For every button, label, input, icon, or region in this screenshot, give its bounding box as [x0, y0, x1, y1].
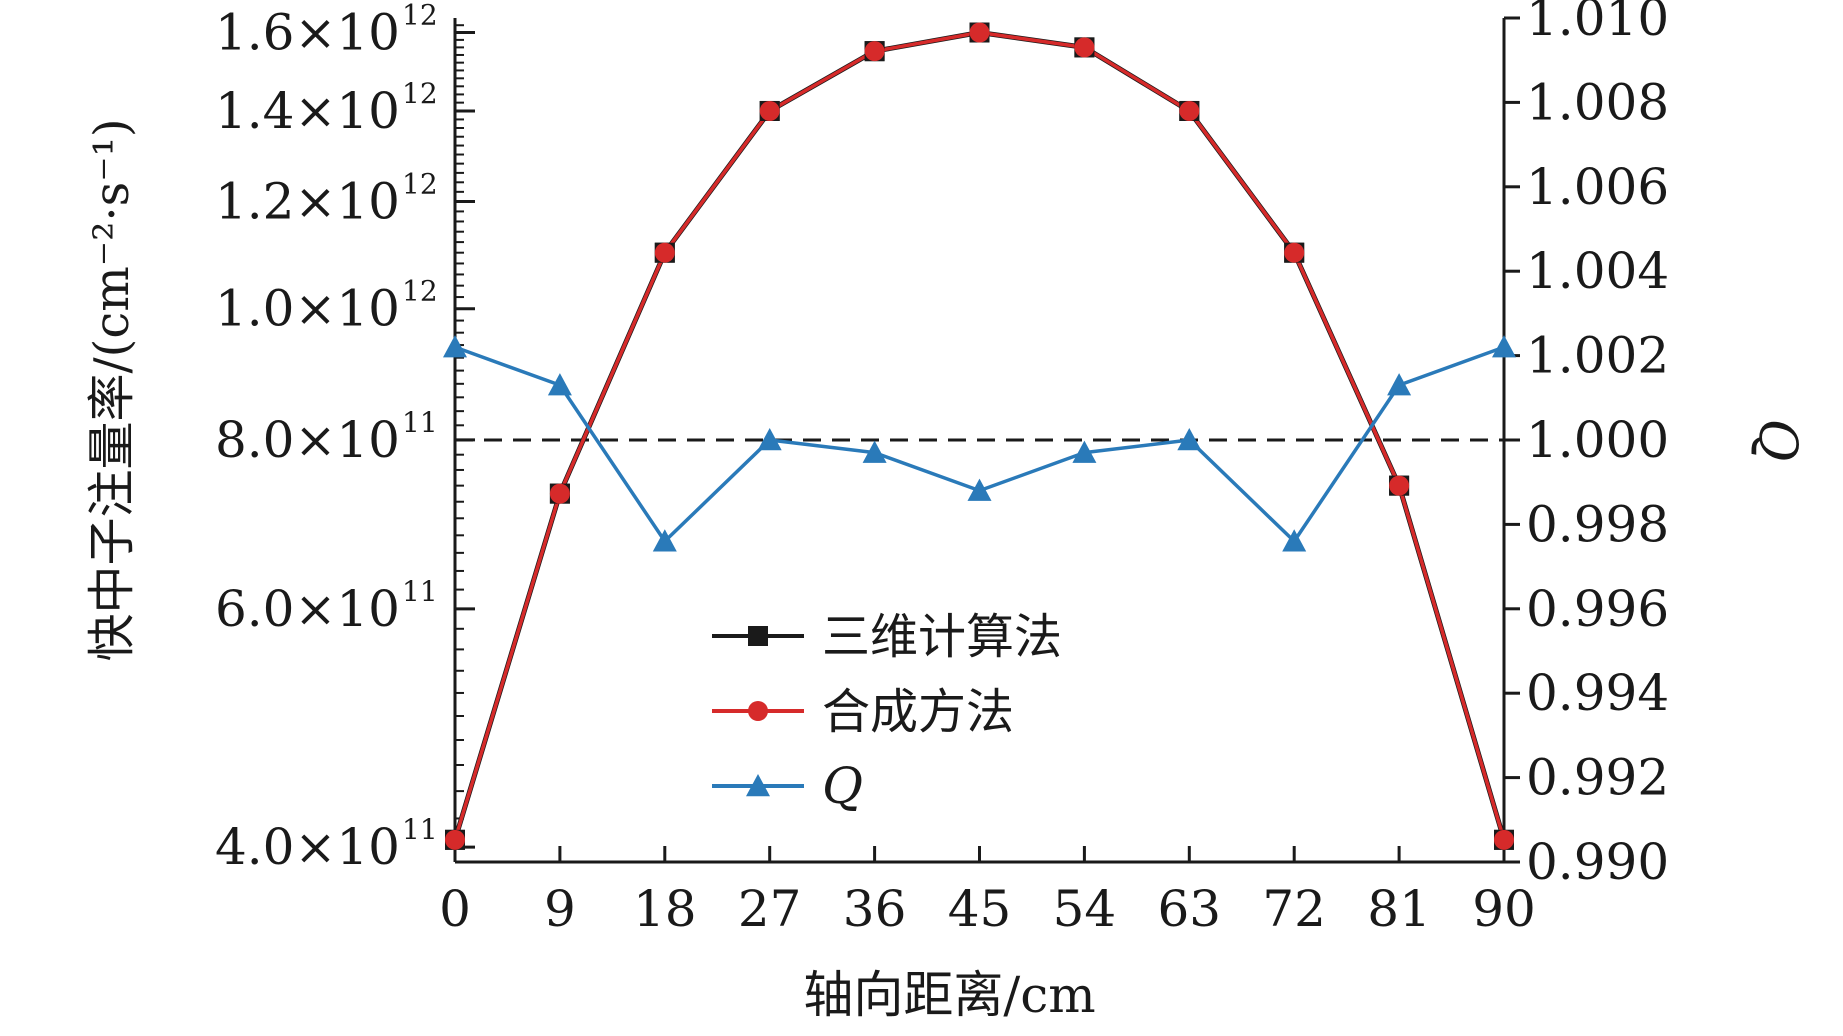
- right-tick-label: 1.002: [1526, 327, 1669, 385]
- point-q: [1072, 440, 1097, 463]
- left-y-ticks: 4.0×10 116.0×10 118.0×10 111.0×10 121.2×10 12…: [215, 0, 475, 876]
- left-tick-exponent: 12: [402, 0, 438, 32]
- legend: 三维计算法 合成方法 Q: [712, 609, 1062, 815]
- x-tick-label: 45: [948, 880, 1012, 938]
- right-tick-label: 0.998: [1526, 495, 1669, 553]
- right-y-ticks: 0.990 0.992 0.994 0.996 0.998 1.000 1.002 1.004…: [1504, 0, 1669, 891]
- point-hecheng: [1179, 100, 1200, 121]
- legend-marker-triangle: [746, 774, 770, 797]
- left-tick-label: 1.4×10: [215, 82, 400, 140]
- point-hecheng: [1284, 242, 1305, 263]
- right-tick-label: 1.006: [1526, 158, 1669, 216]
- legend-marker-shape: [748, 701, 768, 721]
- legend-label-sanwei: 三维计算法: [822, 609, 1062, 665]
- series-q: [443, 335, 1516, 552]
- series-hecheng: [445, 22, 1514, 850]
- x-tick-label: 63: [1157, 880, 1221, 938]
- point-q: [443, 335, 467, 358]
- left-tick-exponent: 11: [402, 575, 438, 608]
- legend-marker-square: [748, 626, 768, 646]
- right-tick-label: 1.008: [1526, 73, 1669, 131]
- left-tick-exponent: 11: [402, 813, 438, 846]
- x-tick-label: 90: [1472, 880, 1536, 938]
- point-hecheng: [1074, 37, 1095, 58]
- right-tick-label: 0.996: [1526, 580, 1669, 638]
- legend-marker-shape: [746, 774, 770, 797]
- legend-marker-circle: [748, 701, 768, 721]
- point-q: [1387, 373, 1412, 396]
- x-tick-label: 27: [738, 880, 802, 938]
- point-q: [652, 529, 677, 552]
- series-layer: [443, 22, 1516, 850]
- left-tick-label: 1.2×10: [215, 173, 400, 231]
- point-hecheng: [1494, 829, 1514, 850]
- x-tick-label: 72: [1262, 880, 1326, 938]
- point-q: [757, 428, 782, 451]
- left-tick-exponent: 11: [402, 406, 438, 439]
- left-tick-exponent: 12: [402, 275, 438, 308]
- legend-marker-shape: [748, 626, 768, 646]
- legend-item-sanwei: 三维计算法: [712, 609, 1062, 665]
- legend-item-q: Q: [712, 757, 863, 815]
- point-hecheng: [654, 242, 675, 263]
- right-tick-label: 0.990: [1526, 833, 1669, 891]
- point-q: [1177, 428, 1202, 451]
- x-tick-label: 54: [1053, 880, 1117, 938]
- right-tick-label: 1.004: [1526, 242, 1669, 300]
- point-hecheng: [864, 41, 885, 62]
- left-tick-label: 1.0×10: [215, 280, 400, 338]
- point-q: [967, 478, 992, 501]
- point-hecheng: [445, 829, 465, 850]
- legend-label-q: Q: [822, 757, 863, 815]
- left-tick-exponent: 12: [402, 77, 438, 110]
- left-tick-label: 1.6×10: [215, 4, 400, 62]
- right-tick-label: 1.010: [1526, 0, 1669, 47]
- point-hecheng: [759, 100, 780, 121]
- x-tick-label: 36: [843, 880, 907, 938]
- left-tick-label: 6.0×10: [215, 580, 400, 638]
- right-tick-label: 1.000: [1526, 411, 1669, 469]
- point-hecheng: [549, 483, 570, 504]
- x-tick-label: 9: [544, 880, 576, 938]
- right-tick-label: 0.992: [1526, 749, 1669, 807]
- legend-item-hecheng: 合成方法: [712, 684, 1014, 740]
- left-tick-label: 8.0×10: [215, 411, 400, 469]
- point-q: [862, 440, 887, 463]
- point-q: [1492, 335, 1516, 358]
- right-tick-label: 0.994: [1526, 664, 1669, 722]
- left-tick-label: 4.0×10: [215, 818, 400, 876]
- left-y-axis-label: 快中子注量率/(cm⁻²·s⁻¹): [84, 118, 140, 661]
- point-q: [1282, 529, 1307, 552]
- point-q: [547, 373, 572, 396]
- point-hecheng: [969, 22, 990, 43]
- legend-label-hecheng: 合成方法: [822, 684, 1014, 740]
- x-tick-label: 18: [633, 880, 697, 938]
- left-tick-exponent: 12: [402, 168, 438, 201]
- point-hecheng: [1389, 475, 1410, 496]
- x-tick-label: 0: [439, 880, 471, 938]
- x-axis-label: 轴向距离/cm: [803, 966, 1095, 1024]
- right-y-axis-label: Q: [1747, 419, 1807, 462]
- x-tick-label: 81: [1367, 880, 1431, 938]
- x-ticks: 0 9 18 27 36 45 54 63 72 81 90: [439, 846, 1536, 938]
